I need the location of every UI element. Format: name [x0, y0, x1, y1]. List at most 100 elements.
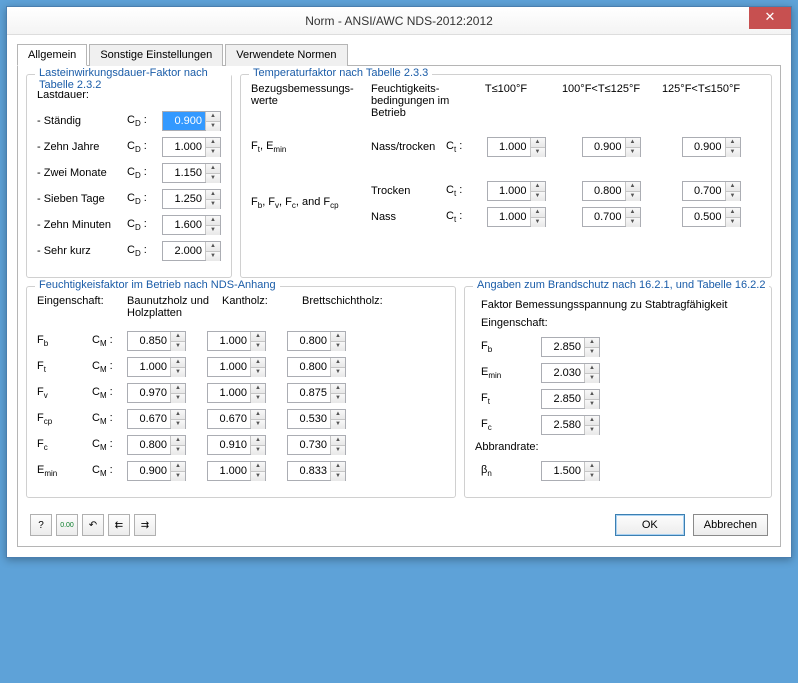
tab-sonstige[interactable]: Sonstige Einstellungen — [89, 44, 223, 66]
spin-down-icon[interactable]: ▼ — [331, 394, 345, 403]
min-33[interactable] — [288, 410, 330, 428]
spin-down-icon[interactable]: ▼ — [251, 420, 265, 429]
fsp-1[interactable]: ▲▼ — [541, 363, 600, 383]
fin-1[interactable] — [542, 364, 584, 382]
msp-12[interactable]: ▲▼ — [207, 357, 266, 377]
export-icon[interactable]: ⇉ — [134, 514, 156, 536]
spin-up-icon[interactable]: ▲ — [331, 410, 345, 420]
msp-11[interactable]: ▲▼ — [127, 357, 186, 377]
temp-sp-32[interactable]: ▲▼ — [582, 207, 641, 227]
spin-down-icon[interactable]: ▼ — [251, 472, 265, 481]
temp-in-21[interactable] — [488, 182, 530, 200]
spin-up-icon[interactable]: ▲ — [251, 436, 265, 446]
spin-down-icon[interactable]: ▼ — [171, 446, 185, 455]
spin-up-icon[interactable]: ▲ — [251, 384, 265, 394]
spin-up-icon[interactable]: ▲ — [251, 410, 265, 420]
temp-in-32[interactable] — [583, 208, 625, 226]
spin-down-icon[interactable]: ▼ — [531, 192, 545, 201]
temp-in-33[interactable] — [683, 208, 725, 226]
spin-down-icon[interactable]: ▼ — [331, 342, 345, 351]
msp-21[interactable]: ▲▼ — [127, 383, 186, 403]
spin-down-icon[interactable]: ▼ — [206, 200, 220, 209]
spin-down-icon[interactable]: ▼ — [531, 148, 545, 157]
ld-spinner-0[interactable]: ▲▼ — [162, 111, 221, 131]
spin-down-icon[interactable]: ▼ — [331, 446, 345, 455]
min-21[interactable] — [128, 384, 170, 402]
min-32[interactable] — [208, 410, 250, 428]
spin-up-icon[interactable]: ▲ — [626, 138, 640, 148]
spin-up-icon[interactable]: ▲ — [331, 358, 345, 368]
msp-01[interactable]: ▲▼ — [127, 331, 186, 351]
min-23[interactable] — [288, 384, 330, 402]
spin-down-icon[interactable]: ▼ — [206, 174, 220, 183]
spin-up-icon[interactable]: ▲ — [171, 436, 185, 446]
min-52[interactable] — [208, 462, 250, 480]
spin-up-icon[interactable]: ▲ — [206, 138, 220, 148]
spin-down-icon[interactable]: ▼ — [251, 342, 265, 351]
spin-down-icon[interactable]: ▼ — [726, 148, 740, 157]
spin-up-icon[interactable]: ▲ — [331, 332, 345, 342]
spin-up-icon[interactable]: ▲ — [206, 190, 220, 200]
min-03[interactable] — [288, 332, 330, 350]
spin-down-icon[interactable]: ▼ — [331, 472, 345, 481]
spin-up-icon[interactable]: ▲ — [626, 182, 640, 192]
temp-sp-33[interactable]: ▲▼ — [682, 207, 741, 227]
spin-down-icon[interactable]: ▼ — [531, 218, 545, 227]
ld-input-3[interactable] — [163, 190, 205, 208]
spin-up-icon[interactable]: ▲ — [585, 338, 599, 348]
min-41[interactable] — [128, 436, 170, 454]
spin-up-icon[interactable]: ▲ — [585, 416, 599, 426]
spin-up-icon[interactable]: ▲ — [206, 216, 220, 226]
tab-allgemein[interactable]: Allgemein — [17, 44, 87, 66]
spin-up-icon[interactable]: ▲ — [331, 384, 345, 394]
spin-up-icon[interactable]: ▲ — [331, 436, 345, 446]
spin-up-icon[interactable]: ▲ — [171, 462, 185, 472]
spin-down-icon[interactable]: ▼ — [331, 368, 345, 377]
msp-42[interactable]: ▲▼ — [207, 435, 266, 455]
spin-up-icon[interactable]: ▲ — [206, 164, 220, 174]
temp-in-11[interactable] — [488, 138, 530, 156]
min-53[interactable] — [288, 462, 330, 480]
spin-down-icon[interactable]: ▼ — [585, 426, 599, 435]
msp-52[interactable]: ▲▼ — [207, 461, 266, 481]
ld-spinner-1[interactable]: ▲▼ — [162, 137, 221, 157]
spin-up-icon[interactable]: ▲ — [531, 182, 545, 192]
spin-up-icon[interactable]: ▲ — [585, 390, 599, 400]
min-22[interactable] — [208, 384, 250, 402]
msp-23[interactable]: ▲▼ — [287, 383, 346, 403]
temp-in-13[interactable] — [683, 138, 725, 156]
spin-up-icon[interactable]: ▲ — [171, 384, 185, 394]
spin-down-icon[interactable]: ▼ — [726, 192, 740, 201]
ld-input-5[interactable] — [163, 242, 205, 260]
fsp-3[interactable]: ▲▼ — [541, 415, 600, 435]
fsp-0[interactable]: ▲▼ — [541, 337, 600, 357]
spin-up-icon[interactable]: ▲ — [206, 112, 220, 122]
spin-down-icon[interactable]: ▼ — [171, 472, 185, 481]
temp-sp-13[interactable]: ▲▼ — [682, 137, 741, 157]
msp-13[interactable]: ▲▼ — [287, 357, 346, 377]
msp-53[interactable]: ▲▼ — [287, 461, 346, 481]
temp-sp-12[interactable]: ▲▼ — [582, 137, 641, 157]
ld-input-2[interactable] — [163, 164, 205, 182]
spin-up-icon[interactable]: ▲ — [726, 138, 740, 148]
spin-down-icon[interactable]: ▼ — [585, 400, 599, 409]
spin-up-icon[interactable]: ▲ — [726, 208, 740, 218]
spin-up-icon[interactable]: ▲ — [626, 208, 640, 218]
spin-down-icon[interactable]: ▼ — [331, 420, 345, 429]
msp-02[interactable]: ▲▼ — [207, 331, 266, 351]
min-51[interactable] — [128, 462, 170, 480]
fin-0[interactable] — [542, 338, 584, 356]
spin-down-icon[interactable]: ▼ — [171, 394, 185, 403]
spin-up-icon[interactable]: ▲ — [171, 358, 185, 368]
ok-button[interactable]: OK — [615, 514, 685, 536]
tab-normen[interactable]: Verwendete Normen — [225, 44, 347, 66]
units-icon[interactable]: 0.00 — [56, 514, 78, 536]
spin-down-icon[interactable]: ▼ — [251, 394, 265, 403]
spin-up-icon[interactable]: ▲ — [171, 410, 185, 420]
min-13[interactable] — [288, 358, 330, 376]
temp-sp-21[interactable]: ▲▼ — [487, 181, 546, 201]
spin-down-icon[interactable]: ▼ — [626, 148, 640, 157]
spin-down-icon[interactable]: ▼ — [626, 192, 640, 201]
msp-41[interactable]: ▲▼ — [127, 435, 186, 455]
msp-51[interactable]: ▲▼ — [127, 461, 186, 481]
